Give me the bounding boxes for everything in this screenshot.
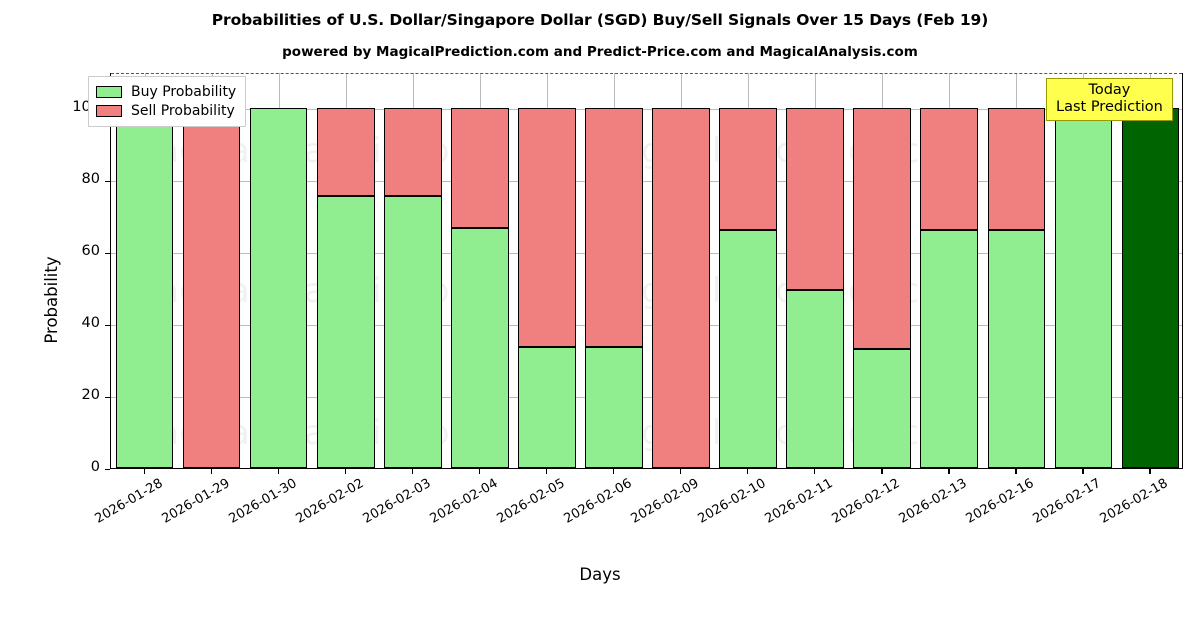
x-tick-mark (143, 469, 145, 474)
legend-swatch-sell (96, 104, 122, 117)
y-axis-label: Probability (42, 256, 62, 344)
bar-group[interactable] (987, 72, 1046, 468)
legend-item-sell: Sell Probability (96, 101, 236, 120)
y-gridline (111, 181, 1182, 182)
x-tick-mark (277, 469, 279, 474)
x-tick-mark (612, 469, 615, 474)
threshold-dashed-line (111, 73, 1182, 74)
x-tick-mark (1149, 469, 1151, 474)
bar-group[interactable] (719, 72, 777, 468)
bar-group[interactable] (249, 72, 308, 468)
bar-segment-sell[interactable] (316, 108, 375, 197)
bar-segment-buy[interactable] (249, 108, 308, 468)
watermark-text: MagicalPrediction.com (591, 271, 974, 311)
y-tick-label: 40 (81, 315, 100, 331)
bar-group[interactable] (182, 72, 241, 468)
watermark-text: MagicalPrediction.com (591, 131, 974, 171)
bar-segment-buy[interactable] (920, 230, 979, 468)
x-tick-mark (411, 469, 414, 474)
bar-segment-buy[interactable] (115, 108, 174, 468)
bar-segment-sell[interactable] (451, 108, 509, 228)
bar-group[interactable] (1121, 72, 1180, 468)
today-annotation-line2: Last Prediction (1056, 99, 1163, 115)
x-tick-mark (948, 469, 950, 474)
y-tick-mark (105, 397, 110, 399)
today-annotation-line1: Today (1088, 82, 1131, 98)
y-tick-mark (105, 181, 110, 183)
x-tick-mark (814, 469, 816, 474)
x-tick-mark (478, 469, 481, 474)
bar-group[interactable] (1054, 72, 1113, 468)
y-gridline (111, 325, 1182, 326)
bar-segment-sell[interactable] (182, 108, 241, 468)
bar-group[interactable] (652, 72, 710, 468)
y-tick-label: 80 (81, 171, 100, 187)
y-tick-mark (105, 325, 110, 327)
legend-label-buy: Buy Probability (131, 83, 237, 100)
x-tick-mark (210, 469, 212, 474)
bar-group[interactable] (115, 72, 174, 468)
bar-segment-today[interactable] (1121, 108, 1180, 468)
bar-group[interactable] (853, 72, 912, 468)
bar-group[interactable] (383, 72, 442, 468)
bar-segment-sell[interactable] (920, 108, 979, 231)
bar-segment-buy[interactable] (719, 230, 777, 468)
bar-group[interactable] (786, 72, 844, 468)
bar-group[interactable] (316, 72, 375, 468)
bar-group[interactable] (518, 72, 576, 468)
bar-group[interactable] (585, 72, 643, 468)
y-tick-mark (105, 469, 110, 471)
watermark-text: MagicalPrediction.com (591, 413, 974, 453)
x-tick-mark (545, 469, 548, 474)
bar-segment-buy[interactable] (316, 196, 375, 468)
y-gridline (111, 109, 1182, 110)
y-tick-mark (105, 253, 110, 255)
bar-segment-sell[interactable] (987, 108, 1046, 231)
bar-segment-buy[interactable] (518, 346, 576, 468)
legend-label-sell: Sell Probability (131, 102, 235, 119)
y-gridline (111, 253, 1182, 254)
bar-segment-buy[interactable] (451, 227, 509, 468)
legend-item-buy: Buy Probability (96, 82, 236, 101)
x-tick-mark (747, 469, 749, 474)
bar-segment-buy[interactable] (383, 196, 442, 468)
bar-segment-sell[interactable] (585, 108, 643, 347)
y-tick-label: 20 (81, 387, 100, 403)
bar-segment-buy[interactable] (987, 230, 1046, 468)
x-axis-label: Days (579, 565, 621, 584)
today-annotation: Today Last Prediction (1046, 78, 1173, 121)
y-tick-label: 0 (90, 459, 100, 475)
chart-legend: Buy Probability Sell Probability (88, 76, 247, 127)
chart-title: Probabilities of U.S. Dollar/Singapore D… (211, 11, 989, 29)
bar-segment-sell[interactable] (786, 108, 844, 290)
bar-segment-buy[interactable] (585, 346, 643, 468)
bar-segment-sell[interactable] (518, 108, 576, 347)
bar-segment-sell[interactable] (652, 108, 710, 468)
bar-segment-buy[interactable] (786, 289, 844, 468)
legend-swatch-buy (96, 85, 122, 98)
bar-segment-sell[interactable] (853, 108, 912, 350)
plot-area: MagicalAnalysis.comMagicalPrediction.com… (110, 73, 1183, 469)
x-tick-mark (881, 469, 883, 474)
bar-segment-sell[interactable] (719, 108, 777, 231)
x-tick-mark (1082, 469, 1084, 474)
chart-subtitle: powered by MagicalPrediction.com and Pre… (282, 44, 918, 60)
bar-segment-buy[interactable] (1054, 108, 1113, 468)
x-tick-mark (680, 469, 682, 474)
y-tick-label: 60 (81, 243, 100, 259)
y-gridline (111, 397, 1182, 398)
x-tick-mark (344, 469, 347, 474)
bar-segment-sell[interactable] (383, 108, 442, 197)
chart-figure: Probabilities of U.S. Dollar/Singapore D… (42, 11, 1183, 584)
bar-group[interactable] (920, 72, 979, 468)
bar-group[interactable] (451, 72, 509, 468)
x-tick-mark (1015, 469, 1017, 474)
bar-segment-buy[interactable] (853, 349, 912, 468)
